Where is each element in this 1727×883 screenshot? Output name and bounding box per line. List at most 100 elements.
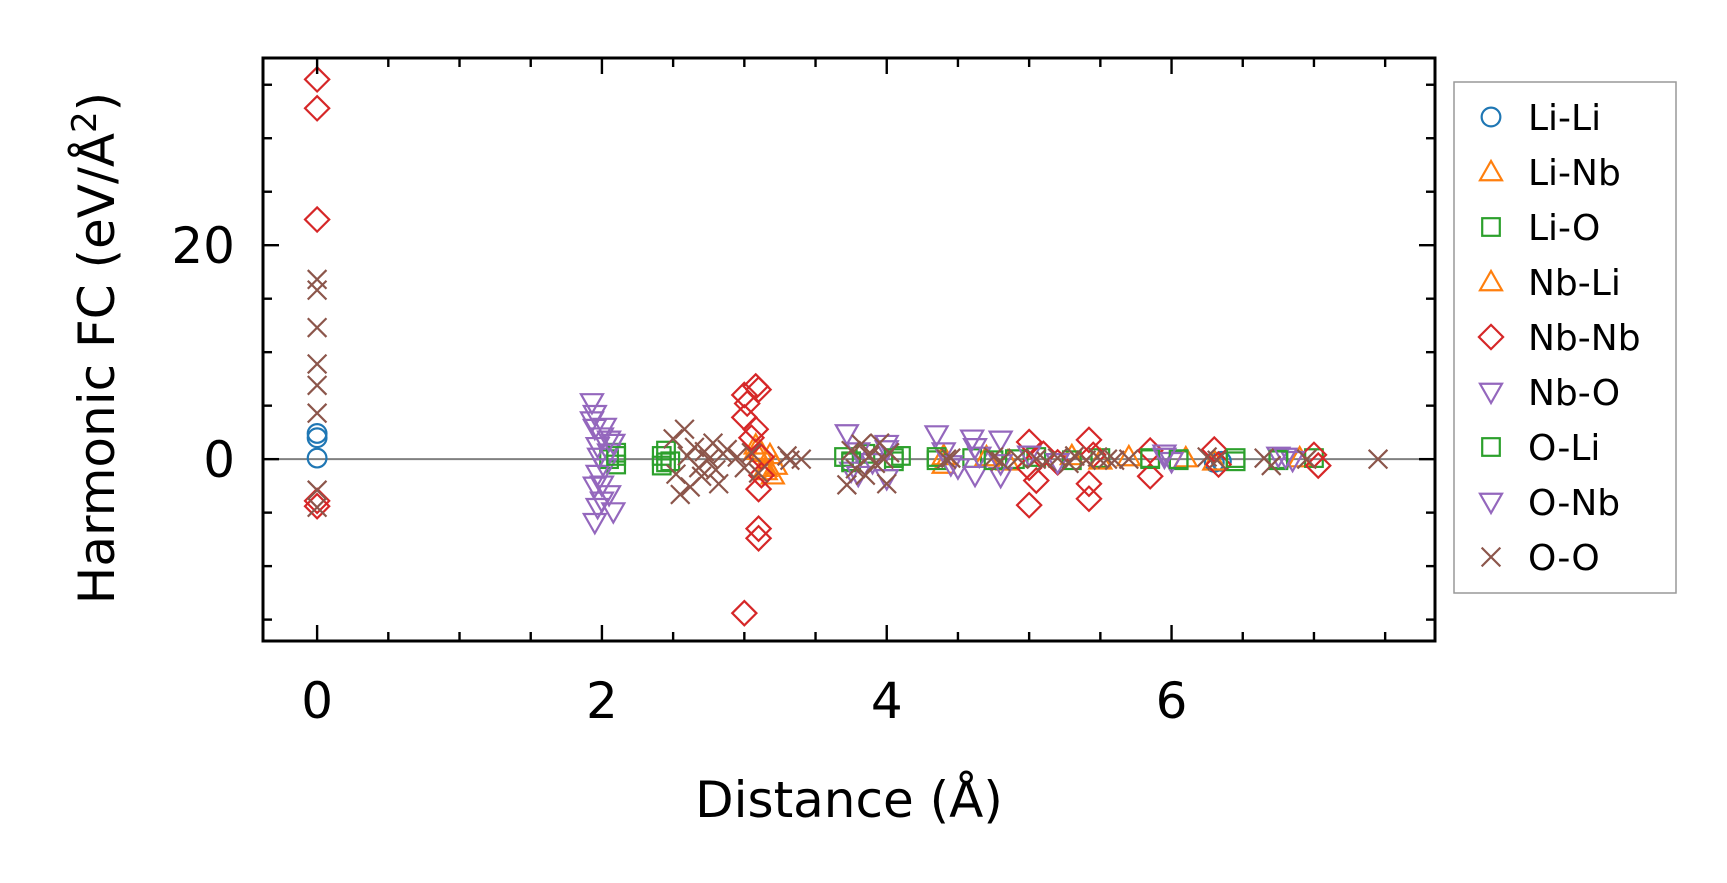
- point-o-o: [936, 449, 957, 470]
- point-nb-nb: [303, 492, 331, 520]
- point-o-o: [1261, 455, 1282, 476]
- point-o-nb: [987, 454, 1014, 477]
- point-nb-nb: [730, 381, 758, 409]
- tick-labels: 0 2 4 6 0 20: [171, 217, 1187, 730]
- point-o-o: [836, 474, 857, 495]
- point-nb-nb: [1075, 470, 1103, 498]
- point-o-o: [1075, 450, 1097, 471]
- point-nb-nb: [1015, 491, 1043, 519]
- point-o-o: [876, 473, 897, 494]
- legend-label-nb-li: Nb-Li: [1528, 263, 1621, 304]
- point-o-o: [1296, 449, 1317, 470]
- x-axis-label: Distance (Å): [695, 771, 1003, 829]
- x-tick-label: 6: [1156, 672, 1188, 730]
- point-nb-nb: [1015, 454, 1043, 482]
- point-o-o: [717, 439, 738, 460]
- point-o-nb: [1151, 447, 1178, 471]
- point-nb-nb: [1136, 462, 1164, 490]
- point-nb-nb: [744, 475, 773, 503]
- point-nb-li: [762, 452, 789, 475]
- point-o-o: [1097, 449, 1118, 470]
- legend-marker-o-o: [1480, 546, 1502, 568]
- point-o-o: [674, 419, 695, 440]
- legend-label-li-li: Li-Li: [1528, 98, 1601, 139]
- legend-marker-li-nb: [1478, 158, 1504, 182]
- point-o-o: [306, 353, 328, 375]
- axis-ticks: [263, 58, 1435, 641]
- legend: Li-Li Li-Nb Li-O Nb-Li Nb-Nb Nb-O O-Li O-Nb O-O: [1453, 81, 1677, 594]
- point-o-o: [691, 466, 712, 487]
- legend-marker-o-li: [1481, 437, 1501, 457]
- point-nb-nb: [303, 94, 331, 122]
- y-tick-label: 20: [171, 217, 235, 275]
- point-nb-o: [589, 427, 615, 450]
- point-nb-o: [591, 417, 618, 441]
- point-nb-nb: [744, 375, 773, 404]
- point-o-li: [1268, 450, 1289, 471]
- point-nb-nb: [303, 205, 331, 234]
- y-axis-label: Harmonic FC (eV/Å2): [65, 92, 126, 604]
- point-o-o: [306, 375, 328, 396]
- legend-label-li-o: Li-O: [1528, 208, 1600, 249]
- point-nb-o: [591, 458, 618, 481]
- point-o-nb: [962, 438, 988, 461]
- y-tick-label: 0: [203, 431, 235, 489]
- point-o-o: [1367, 449, 1389, 470]
- point-o-o: [1064, 445, 1085, 467]
- point-o-o: [1036, 451, 1057, 472]
- point-o-o: [879, 442, 900, 463]
- x-tick-label: 4: [871, 672, 903, 730]
- point-o-o: [663, 428, 684, 449]
- point-nb-nb: [303, 65, 331, 94]
- legend-box: [1453, 81, 1677, 594]
- point-o-li: [656, 452, 676, 473]
- point-o-o: [741, 442, 762, 463]
- point-li-o: [834, 447, 854, 467]
- point-o-o: [698, 449, 719, 470]
- legend-marker-nb-li: [1478, 268, 1504, 292]
- legend-marker-li-o: [1481, 217, 1501, 237]
- point-nb-o: [930, 442, 957, 465]
- point-nb-o: [579, 393, 605, 416]
- point-nb-nb: [744, 524, 773, 552]
- point-o-li: [841, 451, 862, 472]
- point-nb-o: [596, 485, 622, 508]
- point-li-nb: [1115, 443, 1142, 467]
- data-points: [303, 65, 1389, 627]
- legend-marker-li-li: [1480, 106, 1502, 128]
- point-o-o: [727, 446, 748, 468]
- point-nb-nb: [747, 461, 776, 489]
- point-o-nb: [596, 430, 622, 454]
- point-nb-nb: [1022, 466, 1050, 495]
- point-li-o: [656, 440, 676, 461]
- point-o-o: [306, 280, 328, 301]
- point-o-o: [1206, 450, 1228, 471]
- point-li-o: [1005, 449, 1025, 470]
- point-o-o: [670, 484, 691, 505]
- point-o-o: [1047, 447, 1068, 469]
- point-nb-o: [600, 433, 627, 457]
- point-nb-o: [838, 461, 865, 485]
- point-nb-nb: [737, 424, 766, 452]
- point-o-o: [708, 473, 729, 494]
- point-o-o: [306, 480, 328, 501]
- point-o-o: [940, 447, 961, 469]
- legend-label-o-nb: O-Nb: [1528, 483, 1620, 524]
- point-nb-nb: [730, 599, 758, 627]
- point-o-o: [1118, 449, 1139, 470]
- point-nb-o: [1158, 451, 1185, 475]
- plot-frame: [261, 56, 1437, 643]
- point-o-o: [1007, 447, 1028, 469]
- legend-marker-o-nb: [1478, 492, 1504, 516]
- legend-label-o-li: O-Li: [1528, 428, 1600, 469]
- legend-label-nb-o: Nb-O: [1528, 373, 1620, 414]
- point-nb-o: [987, 430, 1014, 454]
- point-o-o: [791, 449, 812, 470]
- point-o-nb: [584, 497, 611, 521]
- point-li-li: [306, 427, 328, 449]
- point-o-o: [850, 434, 872, 455]
- legend-label-o-o: O-O: [1528, 538, 1600, 579]
- point-o-o: [855, 465, 876, 486]
- legend-label-li-nb: Li-Nb: [1528, 153, 1621, 194]
